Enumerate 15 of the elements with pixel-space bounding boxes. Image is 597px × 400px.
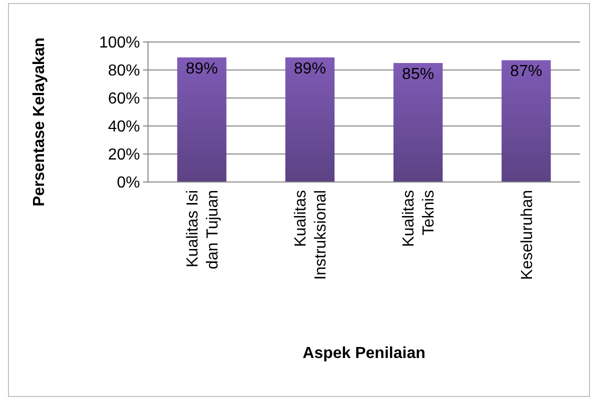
y-tick-label: 80%	[108, 62, 140, 80]
x-axis-title: Aspek Penilaian	[302, 345, 426, 362]
x-tick-label: Keseluruhan	[518, 190, 536, 280]
y-tick-label: 40%	[108, 118, 140, 136]
x-tick-label: Kualitas Teknis	[400, 190, 438, 247]
x-tick-label: Kualitas Isi dan Tujuan	[184, 190, 222, 270]
y-tick-label: 20%	[108, 146, 140, 164]
data-label: 89%	[186, 60, 218, 78]
data-label: 89%	[294, 60, 326, 78]
y-tick-label: 100%	[99, 34, 140, 52]
y-tick-label: 60%	[108, 90, 140, 108]
y-axis-title: Persentase Kelayakan	[31, 38, 48, 206]
data-label: 87%	[510, 63, 542, 80]
y-tick-label: 0%	[116, 174, 140, 192]
data-label: 85%	[402, 66, 434, 83]
